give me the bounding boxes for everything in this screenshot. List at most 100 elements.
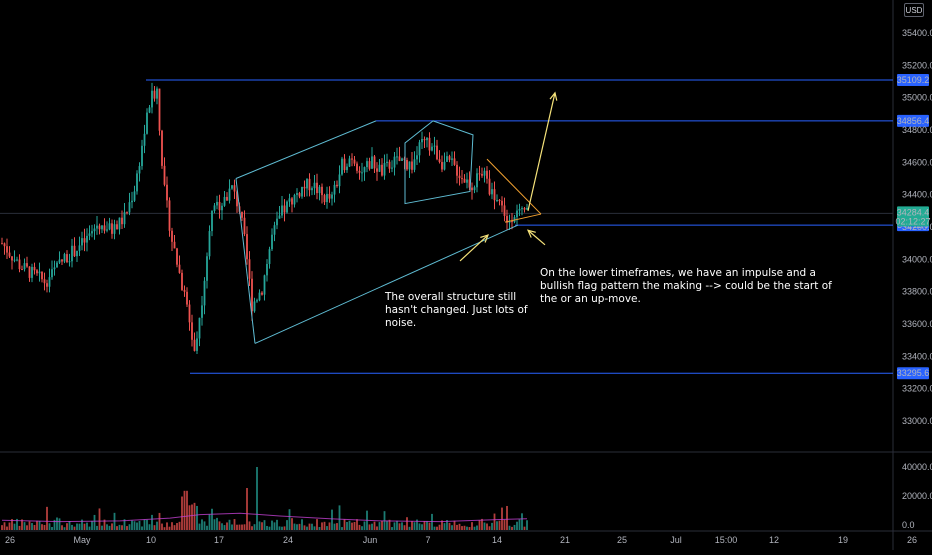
candle-body — [341, 158, 343, 175]
volume-bar — [13, 523, 16, 530]
volume-bar — [63, 527, 66, 530]
volume-bar — [306, 526, 308, 530]
candle-body — [523, 208, 526, 210]
candle-body — [423, 139, 426, 141]
candle-body — [321, 186, 323, 196]
volume-bar — [66, 523, 68, 530]
volume-ma-line — [1, 512, 528, 523]
candle-body — [306, 178, 308, 189]
candle-body — [181, 272, 183, 290]
volume-bar — [513, 524, 516, 530]
candle-body — [346, 166, 348, 171]
candle-body — [308, 178, 311, 191]
volume-bar — [348, 520, 351, 530]
volume-bar — [271, 520, 273, 530]
candle-body — [193, 339, 196, 351]
time-axis-label: 12 — [769, 535, 779, 545]
candle-body — [338, 174, 341, 187]
candle-body — [11, 256, 13, 261]
candle-body — [358, 170, 361, 173]
level-price-label-bg — [897, 367, 929, 380]
volume-bar — [46, 506, 48, 530]
candle-body — [36, 270, 38, 274]
candle-body — [408, 161, 411, 170]
volume-bar — [238, 524, 241, 530]
volume-bar — [436, 526, 438, 530]
candle-body — [411, 161, 413, 170]
candle-body — [213, 205, 216, 211]
volume-bar — [378, 522, 381, 530]
candle-body — [151, 90, 153, 108]
candle-body — [121, 217, 123, 225]
volume-bar — [33, 524, 36, 530]
candle-body — [26, 263, 28, 267]
candle-body — [428, 137, 431, 151]
candle-body — [216, 201, 218, 206]
volume-bar — [231, 524, 233, 530]
volume-bar — [441, 520, 443, 530]
volume-bar — [151, 514, 153, 530]
price-axis-tick: 33000.0 — [902, 416, 932, 426]
time-axis-label: 17 — [214, 535, 224, 545]
candle-body — [163, 165, 166, 185]
volume-bar — [131, 520, 133, 530]
annotation-flag-text: On the lower timeframes, we have an impu… — [540, 267, 816, 279]
volume-bar — [93, 514, 96, 530]
candle-body — [261, 292, 263, 295]
volume-bar — [243, 524, 246, 530]
volume-bar — [263, 520, 266, 530]
volume-bar — [236, 524, 238, 530]
candle-body — [208, 231, 211, 257]
channel-upper-line — [235, 120, 377, 179]
candle-body — [483, 170, 486, 176]
candle-body — [253, 301, 256, 312]
currency-button[interactable]: USD — [904, 3, 924, 17]
candle-body — [81, 238, 83, 246]
volume-bar — [506, 505, 508, 530]
candle-body — [488, 178, 491, 195]
volume-bar — [283, 526, 286, 530]
volume-bar — [493, 513, 496, 530]
annotation-structure-text: The overall structure still — [384, 291, 516, 303]
volume-bar — [176, 523, 178, 530]
candle-body — [316, 182, 318, 194]
candle-body — [183, 289, 186, 292]
candle-body — [406, 159, 408, 170]
level-price-label-bg — [897, 74, 929, 87]
volume-bar — [373, 521, 376, 530]
volume-bar — [463, 525, 466, 530]
volume-bar — [328, 522, 331, 530]
candle-body — [161, 130, 163, 166]
volume-bar — [523, 526, 526, 530]
candle-body — [331, 194, 333, 199]
volume-bar — [188, 505, 191, 530]
volume-bar — [323, 521, 326, 530]
candle-body — [448, 156, 451, 160]
candle-body — [426, 137, 428, 141]
candle-body — [268, 249, 271, 264]
volume-bar — [123, 519, 126, 530]
candle-body — [116, 224, 118, 230]
candle-body — [131, 200, 133, 203]
candle-body — [258, 292, 261, 301]
volume-bar — [351, 522, 353, 530]
volume-bar — [163, 527, 166, 530]
candle-body — [248, 259, 251, 279]
volume-bar — [456, 524, 458, 530]
volume-bar — [101, 525, 103, 530]
candle-body — [243, 217, 246, 235]
volume-axis-tick: 20000.0 — [902, 491, 932, 501]
candle-body — [176, 248, 178, 265]
candle-body — [46, 283, 48, 287]
volume-bar — [388, 519, 391, 530]
annotation-flag-text: bullish flag pattern the making --> coul… — [540, 280, 832, 292]
volume-bar — [86, 522, 88, 530]
candle-body — [511, 220, 513, 223]
volume-bar — [526, 520, 528, 530]
volume-bar — [381, 521, 383, 530]
volume-bar — [223, 525, 226, 530]
candle-body — [108, 223, 111, 230]
volume-bar — [121, 525, 123, 530]
volume-bar — [251, 526, 253, 530]
